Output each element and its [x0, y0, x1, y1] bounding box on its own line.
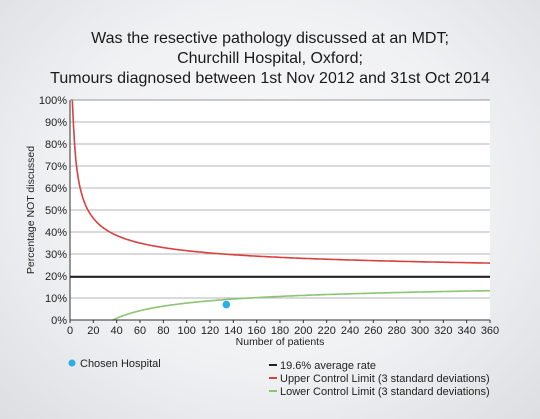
x-tick-label: 80 [157, 325, 169, 337]
x-tick-label: 120 [201, 325, 219, 337]
y-tick-label: 40% [45, 227, 67, 239]
y-tick-label: 90% [45, 117, 67, 129]
upper-control-limit-line [71, 99, 490, 264]
x-tick-label: 220 [317, 325, 335, 337]
chart-title-line-1: Was the resective pathology discussed at… [91, 30, 449, 47]
legend-lower-label: Lower Control Limit (3 standard deviatio… [280, 386, 490, 398]
x-tick-label: 60 [134, 325, 146, 337]
x-tick-label: 140 [224, 325, 242, 337]
y-tick-label: 50% [45, 205, 67, 217]
x-tick-label: 40 [111, 325, 123, 337]
legend-average-label: 19.6% average rate [280, 360, 376, 372]
lower-control-limit-line [112, 289, 490, 321]
x-tick-label: 100 [177, 325, 195, 337]
y-tick-label: 30% [45, 249, 67, 261]
x-tick-label: 260 [364, 325, 382, 337]
x-axis-title: Number of patients [236, 336, 325, 348]
x-tick-label: 340 [457, 325, 475, 337]
y-tick-label: 10% [45, 293, 67, 305]
y-tick-label: 70% [45, 161, 67, 173]
x-tick-label: 360 [481, 325, 499, 337]
x-tick-label: 0 [67, 325, 73, 337]
x-tick-label: 240 [341, 325, 359, 337]
y-tick-label: 100% [39, 95, 67, 107]
legend-chosen-hospital-label: Chosen Hospital [80, 358, 161, 370]
y-axis-title: Percentage NOT discussed [25, 146, 37, 274]
y-tick-label: 0% [51, 315, 67, 327]
legend-upper-label: Upper Control Limit (3 standard deviatio… [280, 373, 490, 385]
chosen-hospital-point [222, 300, 231, 309]
x-tick-label: 320 [434, 325, 452, 337]
x-tick-label: 280 [387, 325, 405, 337]
x-tick-label: 200 [294, 325, 312, 337]
legend-chosen-hospital-marker [68, 359, 76, 367]
chart-title-line-2: Churchill Hospital, Oxford; [177, 50, 363, 67]
chart-title-line-3: Tumours diagnosed between 1st Nov 2012 a… [50, 70, 490, 87]
x-tick-label: 20 [87, 325, 99, 337]
x-tick-label: 300 [411, 325, 429, 337]
y-tick-label: 80% [45, 139, 67, 151]
y-tick-label: 60% [45, 183, 67, 195]
x-tick-label: 160 [247, 325, 265, 337]
x-tick-label: 180 [271, 325, 289, 337]
y-tick-label: 20% [45, 271, 67, 283]
